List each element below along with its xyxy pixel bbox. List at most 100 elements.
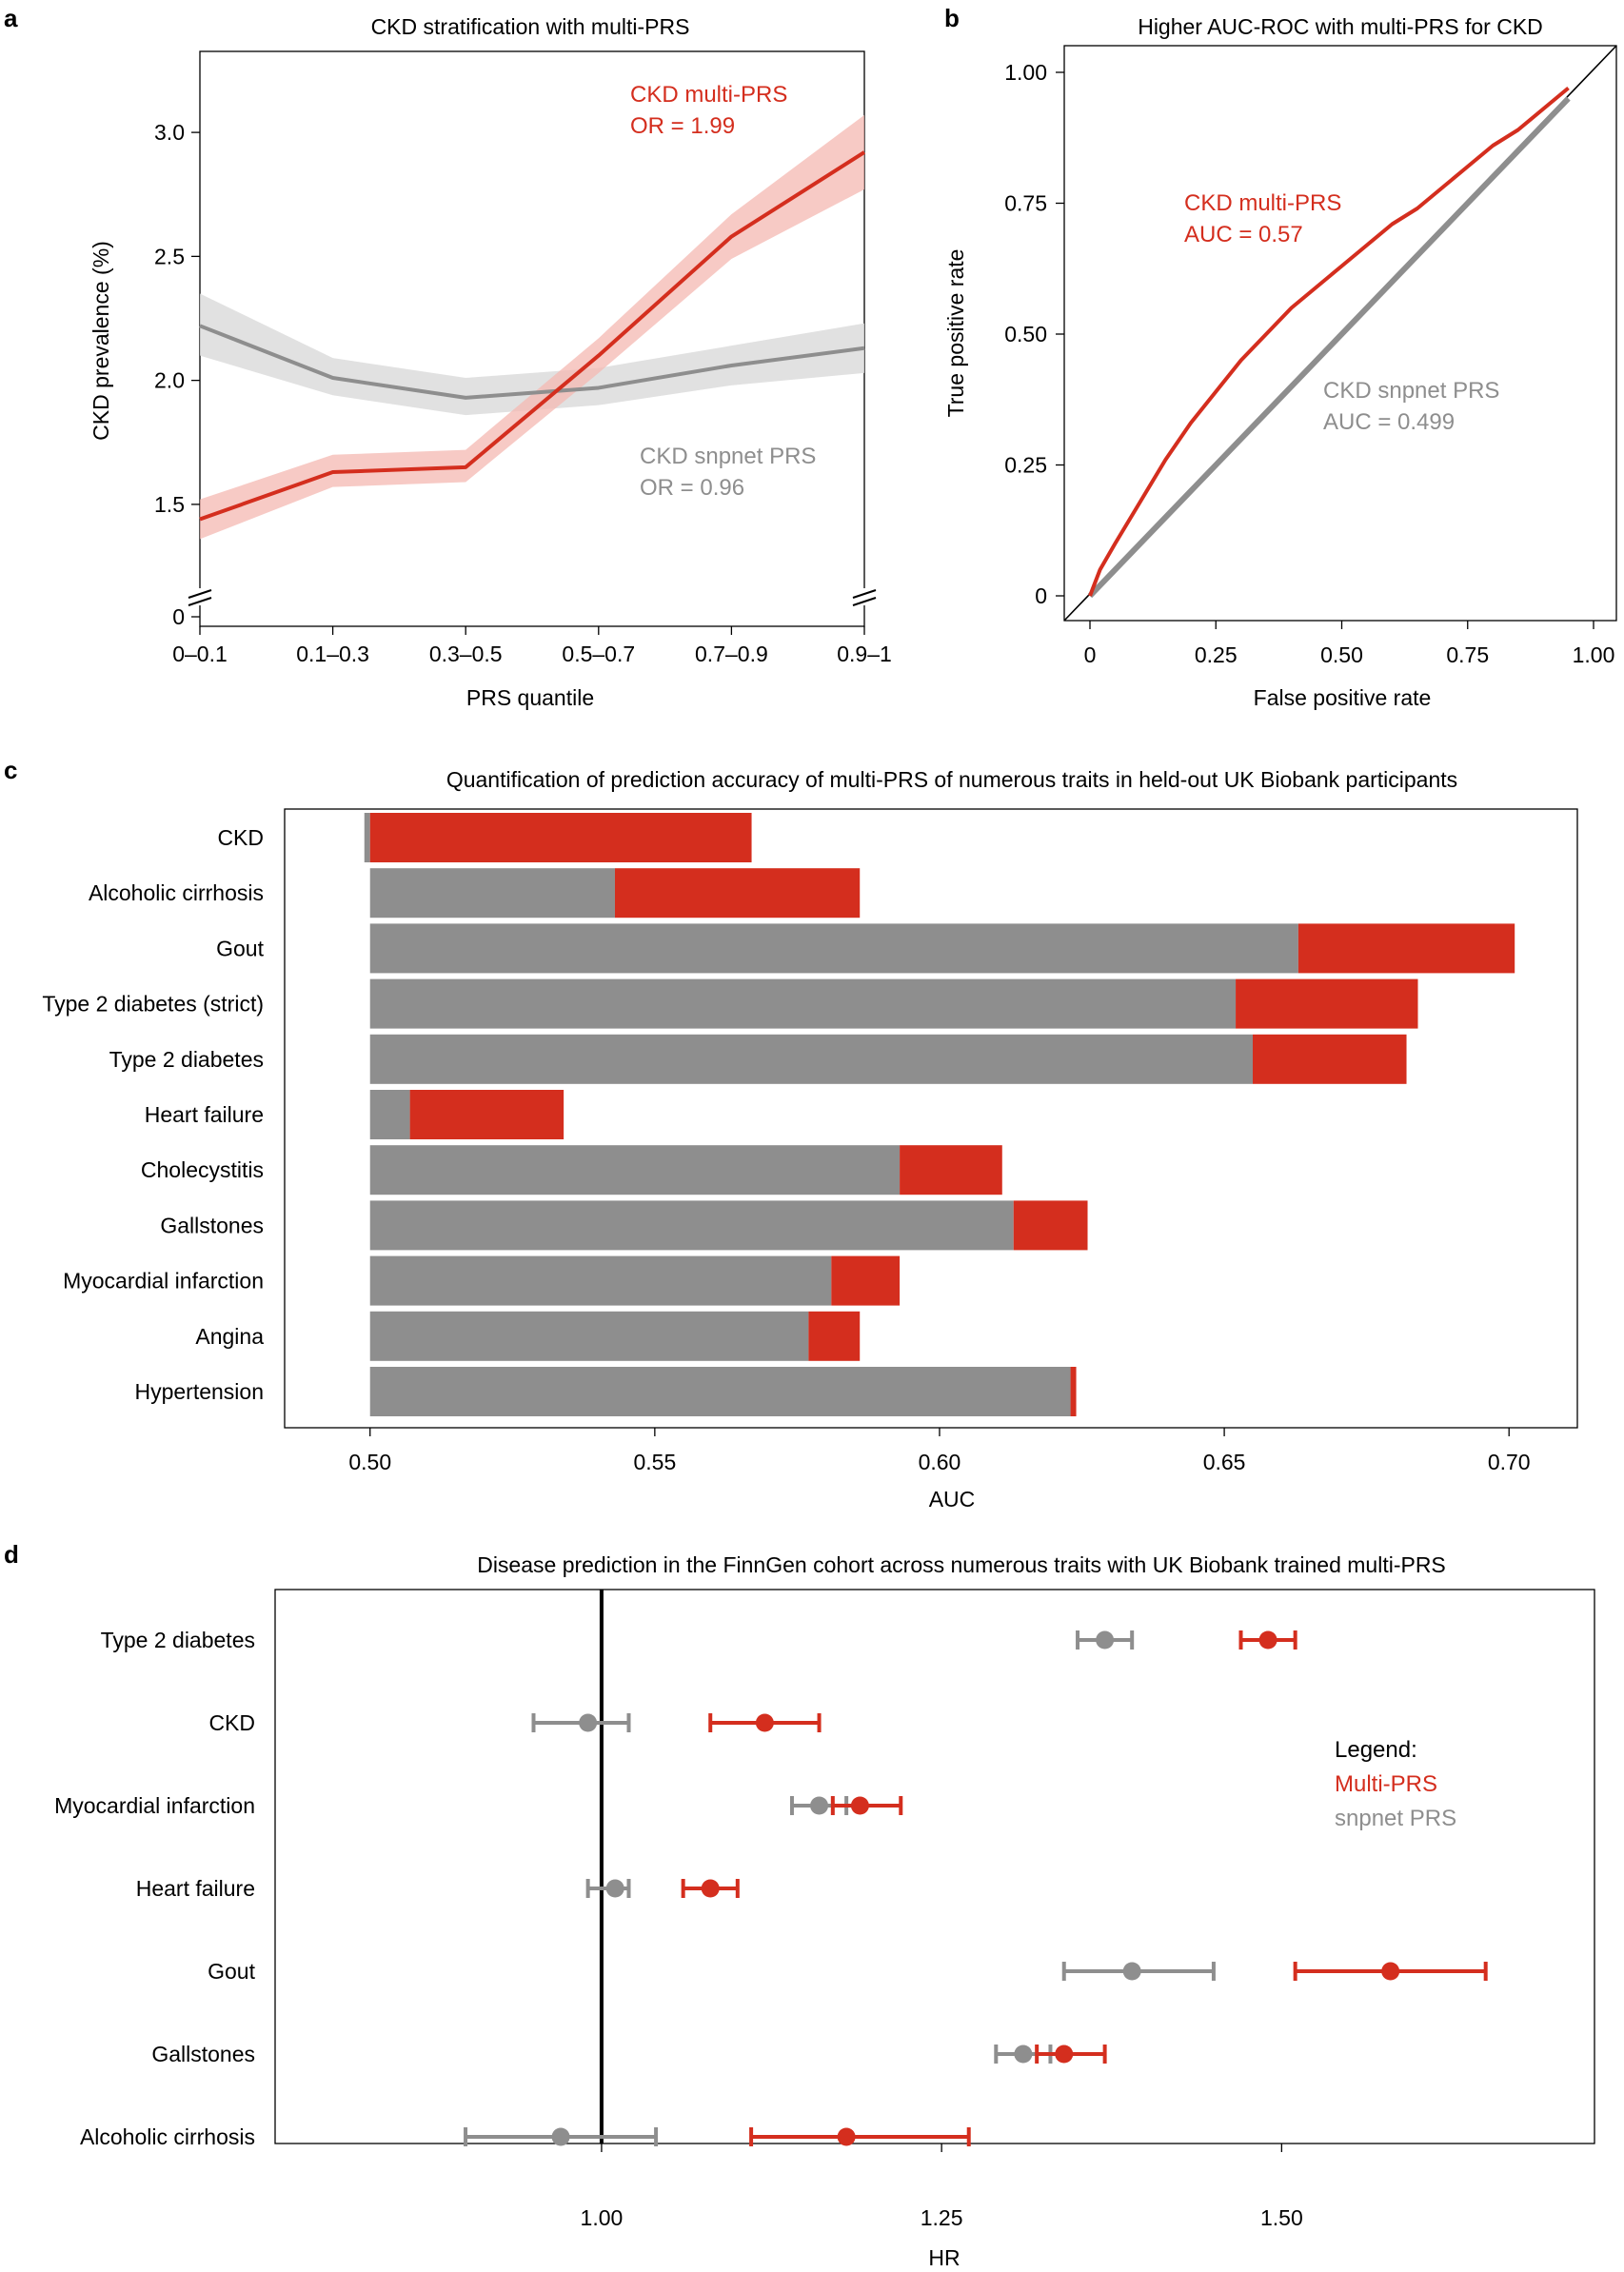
bar-multi-prs [808,1311,861,1361]
hr-point-snpnet-prs [1096,1630,1115,1650]
axis-break-mark-left [188,597,212,606]
panel-a-snpnet-label: CKD snpnet PRS [640,444,816,469]
bar-multi-prs [1070,1367,1077,1416]
x-tick-label: 1.00 [1573,642,1615,667]
panel-a-confidence-bands [200,114,864,540]
category-label: Type 2 diabetes (strict) [42,992,264,1017]
hr-point-multi-prs [755,1713,774,1732]
confidence-band-multi-prs [200,114,864,540]
panel-a-series-lines [199,150,866,522]
panel-c-plot-frame [284,808,1578,1429]
panel-a-x-axis-ticks: 0–0.1 0.1–0.3 0.3–0.5 0.5–0.7 0.7–0.9 0.9–1 [172,626,892,666]
panel-c: c Quantification of prediction accuracy … [4,756,1578,1511]
category-label: CKD [217,825,264,850]
y-tick-label: 0 [1035,583,1047,608]
y-tick-label: 0.50 [1004,322,1047,346]
y-tick-label: 0.75 [1004,191,1047,216]
x-tick-label: 1.25 [921,2205,963,2230]
panel-a-axis-break [188,588,877,606]
bar-snpnet-prs [369,1311,809,1361]
category-label: Alcoholic cirrhosis [80,2124,255,2149]
y-tick-label: 0 [172,604,185,629]
bar-snpnet-prs [369,1034,1254,1084]
x-tick-label: 0.1–0.3 [296,642,369,666]
bar-snpnet-prs [369,978,1237,1029]
x-tick-label: 0.5–0.7 [562,642,635,666]
panel-b: b Higher AUC-ROC with multi-PRS for CKD … [943,4,1617,710]
bar-snpnet-prs [369,1090,410,1139]
roc-curve-multi-prs [1088,86,1570,597]
category-label: Gout [208,1959,255,1984]
panel-b-x-axis-label: False positive rate [1254,685,1432,710]
legend-item-multi-prs: Multi-PRS [1335,1771,1437,1797]
panel-label-a: a [4,4,18,32]
x-tick-label: 0.3–0.5 [429,642,503,666]
y-tick-label: 0.25 [1004,453,1047,478]
category-label: Type 2 diabetes [109,1047,264,1072]
hr-point-snpnet-prs [605,1879,624,1898]
x-tick-label: 0 [1084,642,1097,667]
panel-b-x-axis-ticks: 0 0.25 0.50 0.75 1.00 [1084,621,1615,667]
category-label: Gout [216,936,264,960]
x-tick-label: 0.7–0.9 [695,642,768,666]
category-label: Heart failure [145,1102,264,1127]
hr-point-snpnet-prs [810,1796,829,1815]
panel-c-x-axis-ticks: 0.50 0.55 0.60 0.65 0.70 [348,1428,1531,1474]
panel-a-title: CKD stratification with multi-PRS [371,14,690,39]
panel-a-multi-or: OR = 1.99 [630,113,735,139]
hr-point-multi-prs [1055,2045,1074,2064]
bar-snpnet-prs [369,923,1298,974]
series-line-multi-prs [199,150,866,522]
category-label: Angina [195,1324,264,1349]
panel-d-plot-frame [274,1589,1595,2144]
bar-multi-prs [831,1255,901,1306]
panel-d-x-axis-label: HR [928,2245,960,2270]
panel-b-snpnet-auc: AUC = 0.499 [1323,409,1455,435]
category-label: Gallstones [160,1213,264,1237]
panel-a-x-axis-label: PRS quantile [466,685,594,710]
panel-c-category-labels: CKD Alcoholic cirrhosis Gout Type 2 diabete… [42,825,264,1404]
hr-point-multi-prs [1258,1630,1277,1650]
hr-point-multi-prs [837,2127,856,2146]
category-label: CKD [208,1710,255,1735]
bar-snpnet-prs [369,1367,1071,1416]
panel-b-plot-frame [1063,45,1617,622]
panel-a: a CKD stratification with multi-PRS 0 1.5… [4,4,892,710]
bar-snpnet-prs [369,868,615,919]
panel-c-title: Quantification of prediction accuracy of… [446,767,1457,792]
series-line-snpnet-prs [199,324,865,400]
x-tick-label: 0–0.1 [172,642,228,666]
x-tick-label: 0.55 [633,1450,676,1474]
category-label: Alcoholic cirrhosis [89,880,264,905]
panel-a-y-axis-label: CKD prevalence (%) [89,241,113,441]
category-label: Heart failure [136,1876,255,1901]
bar-snpnet-prs [369,1145,901,1195]
hr-point-snpnet-prs [551,2127,570,2146]
legend-title: Legend: [1335,1737,1417,1763]
axis-break-mark-right [852,597,877,606]
panel-b-y-axis-label: True positive rate [943,249,968,418]
x-tick-label: 1.00 [581,2205,624,2230]
panel-a-plot-frame [199,50,865,627]
y-tick-label: 1.00 [1004,60,1047,85]
category-label: Type 2 diabetes [101,1628,255,1652]
panel-d-title: Disease prediction in the FinnGen cohort… [477,1552,1446,1577]
y-tick-label: 2.5 [154,244,185,268]
y-tick-label: 2.0 [154,368,185,393]
panel-d-x-axis-ticks: 1.00 1.25 1.50 [581,2144,1303,2230]
bar-multi-prs [1253,1034,1407,1084]
panel-d-legend: Legend: Multi-PRS snpnet PRS [1335,1737,1456,1831]
x-tick-label: 0.9–1 [837,642,892,666]
panel-c-bars [364,813,1515,1416]
bar-multi-prs [369,813,752,862]
hr-point-multi-prs [850,1796,869,1815]
panel-b-multi-auc: AUC = 0.57 [1184,222,1303,247]
bar-multi-prs [409,1090,564,1139]
panel-b-multi-label: CKD multi-PRS [1184,190,1341,216]
x-tick-label: 1.50 [1260,2205,1303,2230]
x-tick-label: 0.75 [1446,642,1489,667]
panel-label-b: b [944,4,960,32]
category-label: Gallstones [151,2042,255,2066]
x-tick-label: 0.50 [1320,642,1363,667]
panel-a-multi-label: CKD multi-PRS [630,82,787,108]
